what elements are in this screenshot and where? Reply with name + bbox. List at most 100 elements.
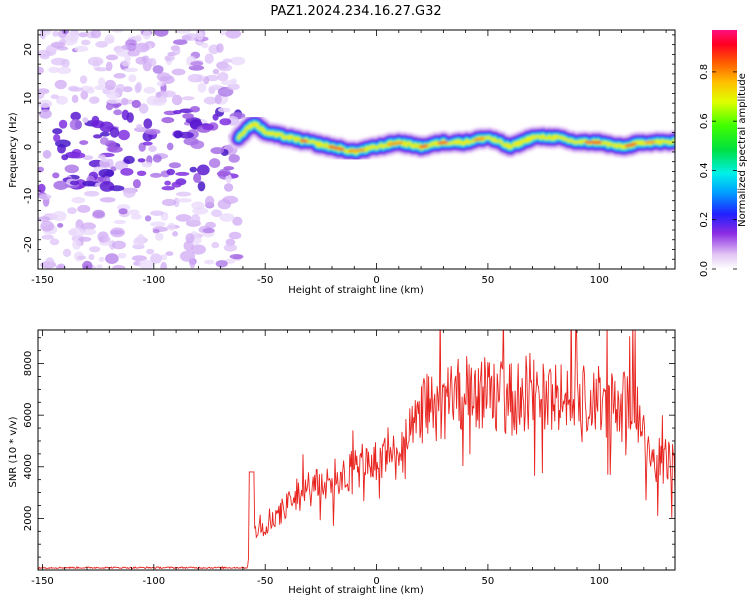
noise-blob bbox=[202, 227, 215, 234]
figure-title: PAZ1.2024.234.16.27.G32 bbox=[270, 4, 441, 19]
noise-blob bbox=[210, 147, 225, 155]
x-tick-label: -150 bbox=[31, 275, 54, 286]
noise-blob bbox=[74, 45, 89, 52]
noise-blob bbox=[193, 173, 202, 183]
noise-blob bbox=[110, 227, 125, 238]
noise-blob bbox=[208, 158, 221, 169]
noise-blob bbox=[138, 103, 149, 114]
noise-blob bbox=[81, 39, 91, 46]
noise-blob bbox=[50, 94, 59, 99]
noise-blob bbox=[138, 259, 154, 269]
noise-blob bbox=[98, 256, 105, 262]
noise-blob bbox=[83, 190, 100, 197]
noise-blob bbox=[70, 111, 81, 121]
noise-blob bbox=[229, 254, 244, 260]
noise-blob bbox=[204, 195, 215, 207]
noise-blob bbox=[142, 141, 153, 146]
noise-blob bbox=[143, 86, 156, 94]
noise-blob bbox=[122, 86, 133, 93]
noise-blob bbox=[118, 129, 130, 141]
noise-blob bbox=[89, 246, 101, 253]
noise-blob bbox=[219, 118, 232, 126]
noise-blob bbox=[55, 139, 71, 148]
noise-blob bbox=[113, 219, 127, 225]
noise-blob bbox=[61, 58, 70, 68]
x-tick-label: 100 bbox=[590, 576, 609, 587]
noise-blob bbox=[146, 58, 153, 65]
noise-blob bbox=[230, 56, 246, 66]
noise-blob bbox=[38, 183, 46, 193]
noise-blob bbox=[105, 61, 113, 72]
noise-blob bbox=[61, 154, 69, 161]
noise-blob bbox=[217, 72, 229, 82]
noise-blob bbox=[224, 183, 234, 192]
spectrogram-y-ticks: -20 -10 0 10 20 bbox=[23, 34, 675, 270]
noise-blob bbox=[216, 171, 230, 177]
noise-blob bbox=[190, 244, 206, 255]
noise-blob bbox=[175, 30, 191, 34]
noise-blob bbox=[175, 171, 190, 176]
noise-blob bbox=[62, 30, 69, 35]
noise-blob bbox=[56, 66, 72, 75]
noise-blob bbox=[53, 180, 69, 190]
noise-blob bbox=[179, 108, 194, 114]
noise-blob bbox=[228, 231, 242, 240]
noise-blob bbox=[171, 94, 183, 106]
noise-blob bbox=[100, 131, 110, 137]
noise-blob bbox=[121, 44, 137, 51]
noise-blob bbox=[152, 96, 167, 107]
noise-blob bbox=[88, 254, 95, 261]
noise-blob bbox=[49, 238, 60, 246]
noise-blob bbox=[173, 39, 188, 45]
noise-blob bbox=[150, 172, 162, 178]
noise-blob bbox=[166, 168, 175, 176]
noise-blob bbox=[232, 216, 243, 226]
ridge-peak bbox=[348, 148, 365, 153]
noise-blob bbox=[71, 94, 79, 104]
noise-blob bbox=[190, 61, 204, 67]
noise-blob bbox=[38, 50, 52, 58]
noise-blob bbox=[82, 155, 94, 161]
noise-blob bbox=[212, 113, 219, 121]
noise-blob bbox=[167, 222, 176, 231]
noise-blob bbox=[71, 197, 86, 204]
noise-blob bbox=[115, 47, 131, 57]
noise-blob bbox=[109, 127, 120, 138]
noise-blob bbox=[52, 30, 59, 37]
y-tick-label: 8000 bbox=[23, 351, 34, 376]
noise-blob bbox=[134, 42, 150, 53]
noise-blob bbox=[69, 227, 85, 238]
noise-blob bbox=[144, 128, 161, 135]
noise-blob bbox=[104, 37, 114, 44]
noise-blob bbox=[189, 166, 197, 173]
noise-blob bbox=[164, 180, 171, 186]
noise-blob bbox=[156, 80, 165, 87]
noise-blob bbox=[197, 83, 207, 93]
noise-blob bbox=[203, 76, 210, 85]
noise-blob bbox=[88, 96, 100, 104]
noise-blob bbox=[136, 233, 145, 243]
noise-blob bbox=[137, 158, 146, 163]
noise-blob bbox=[222, 58, 232, 63]
noise-blob bbox=[90, 30, 102, 39]
noise-blob bbox=[67, 207, 77, 215]
noise-blob bbox=[196, 164, 210, 176]
noise-blob bbox=[202, 123, 215, 131]
noise-blob bbox=[69, 87, 84, 92]
y-tick-label: 6000 bbox=[23, 402, 34, 427]
noise-blob bbox=[192, 207, 209, 215]
noise-blob bbox=[41, 234, 54, 240]
noise-blob bbox=[70, 152, 86, 159]
noise-blob bbox=[120, 168, 134, 176]
noise-blob bbox=[148, 145, 157, 153]
noise-blob bbox=[126, 112, 134, 123]
noise-blob bbox=[187, 73, 203, 83]
noise-blob bbox=[54, 79, 67, 90]
noise-blob bbox=[120, 97, 129, 106]
noise-blob bbox=[56, 95, 68, 105]
noise-blob bbox=[166, 142, 174, 151]
noise-blob bbox=[123, 187, 136, 198]
noise-blob bbox=[80, 90, 89, 100]
noise-blob bbox=[115, 83, 126, 93]
